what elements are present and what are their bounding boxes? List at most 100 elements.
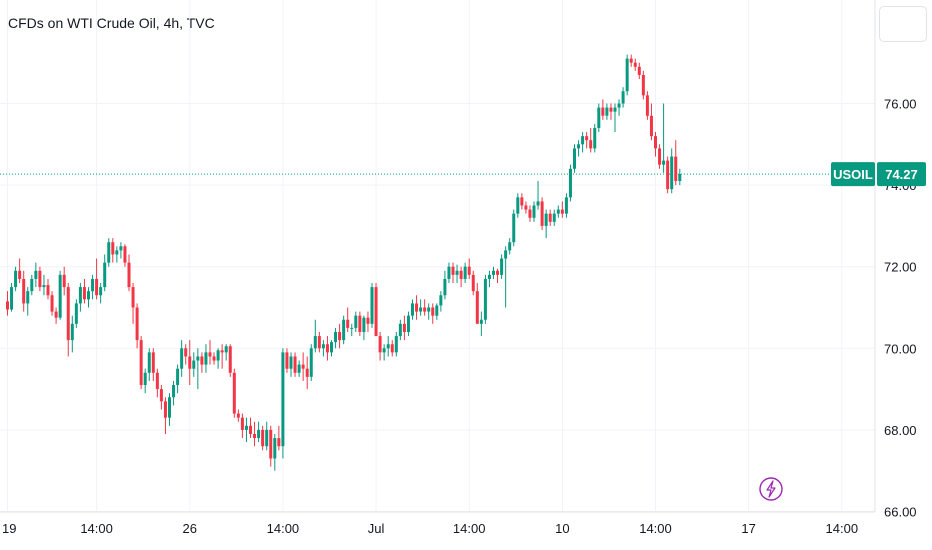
candle-body bbox=[386, 344, 390, 349]
candle-body bbox=[78, 287, 82, 304]
candle-body bbox=[358, 315, 362, 332]
candle-body bbox=[192, 360, 196, 369]
candle-body bbox=[463, 266, 467, 279]
candle-body bbox=[447, 266, 451, 279]
candle-body bbox=[309, 348, 313, 377]
candle-body bbox=[172, 385, 176, 398]
candle-body bbox=[573, 148, 576, 169]
candle-body bbox=[459, 270, 463, 279]
candle-body bbox=[123, 246, 127, 263]
candle-body bbox=[398, 323, 402, 337]
candle-body bbox=[297, 364, 301, 373]
candle-body bbox=[176, 368, 180, 386]
candle-body bbox=[131, 287, 135, 308]
candle-body bbox=[593, 127, 597, 149]
candle-body bbox=[601, 107, 605, 116]
candle-body bbox=[220, 350, 224, 353]
candle-body bbox=[273, 438, 277, 459]
candle-body bbox=[143, 372, 147, 386]
candle-body bbox=[605, 107, 609, 116]
candle-body bbox=[151, 352, 155, 373]
y-tick-label: 70.00 bbox=[884, 341, 917, 356]
candle-body bbox=[58, 274, 62, 318]
candle-body bbox=[536, 201, 540, 206]
last-price-value: 74.27 bbox=[885, 167, 918, 182]
candle-body bbox=[374, 287, 378, 337]
candle-body bbox=[633, 62, 637, 67]
candle-body bbox=[50, 295, 54, 312]
candle-body bbox=[184, 348, 188, 357]
y-tick-label: 72.00 bbox=[884, 260, 917, 275]
candle-body bbox=[232, 372, 236, 414]
candle-body bbox=[325, 344, 329, 353]
candle-body bbox=[289, 356, 293, 369]
y-tick-label: 68.00 bbox=[884, 423, 917, 438]
candle-body bbox=[504, 250, 508, 259]
candle-body bbox=[261, 429, 265, 447]
candle-body bbox=[483, 278, 487, 320]
candle-body bbox=[147, 352, 151, 373]
candle-body bbox=[236, 413, 240, 418]
x-tick-label: 14:00 bbox=[267, 521, 300, 536]
candle-body bbox=[107, 242, 111, 263]
candle-body bbox=[390, 344, 394, 353]
candle-body bbox=[406, 315, 410, 332]
candle-body bbox=[479, 319, 483, 324]
candle-body bbox=[244, 425, 248, 430]
candle-body bbox=[439, 295, 443, 306]
candle-body bbox=[431, 307, 435, 316]
candle-body bbox=[556, 209, 560, 214]
candle-body bbox=[22, 278, 26, 304]
x-tick-label: 14:00 bbox=[826, 521, 859, 536]
candle-body bbox=[520, 197, 524, 206]
candle-body bbox=[649, 115, 653, 137]
candle-body bbox=[382, 348, 386, 353]
x-tick-label: Jul bbox=[368, 521, 385, 536]
candle-body bbox=[423, 307, 427, 312]
candle-body bbox=[609, 107, 613, 112]
candle-body bbox=[411, 303, 414, 316]
candle-body bbox=[475, 291, 479, 324]
candle-body bbox=[528, 209, 532, 218]
candle-body bbox=[629, 58, 633, 63]
candle-body bbox=[613, 107, 617, 112]
candle-body bbox=[350, 327, 354, 329]
chart-settings-button[interactable] bbox=[879, 6, 927, 42]
candle-body bbox=[111, 242, 115, 255]
candle-body bbox=[168, 397, 171, 418]
candle-body bbox=[115, 250, 119, 255]
candle-body bbox=[313, 336, 317, 349]
y-tick-label: 76.00 bbox=[884, 97, 917, 112]
candle-body bbox=[99, 287, 103, 296]
last-price-badge bbox=[877, 162, 926, 187]
candle-body bbox=[354, 315, 358, 328]
candle-body bbox=[451, 266, 455, 275]
candle-body bbox=[338, 331, 342, 341]
candle-body bbox=[91, 278, 95, 292]
candle-body bbox=[38, 270, 42, 288]
candle-body bbox=[512, 213, 516, 243]
candle-body bbox=[224, 346, 228, 353]
candle-body bbox=[269, 429, 273, 459]
candle-body bbox=[589, 140, 593, 149]
candle-body bbox=[654, 136, 657, 149]
candle-body bbox=[471, 274, 475, 292]
candle-body bbox=[415, 303, 419, 312]
candle-body bbox=[524, 205, 528, 210]
candle-body bbox=[10, 287, 14, 310]
lightning-icon[interactable] bbox=[759, 477, 783, 501]
candle-body bbox=[666, 160, 670, 190]
candle-body bbox=[645, 95, 649, 116]
candle-body bbox=[674, 156, 678, 182]
x-tick-label: 19 bbox=[2, 521, 16, 536]
candle-body bbox=[293, 356, 297, 373]
y-tick-label: 66.00 bbox=[884, 505, 917, 520]
candle-body bbox=[492, 270, 495, 275]
candle-body bbox=[70, 323, 74, 341]
candle-body bbox=[568, 168, 572, 198]
candle-body bbox=[617, 103, 621, 108]
x-tick-label: 14:00 bbox=[80, 521, 113, 536]
candle-body bbox=[305, 368, 309, 377]
candle-body bbox=[342, 319, 346, 341]
